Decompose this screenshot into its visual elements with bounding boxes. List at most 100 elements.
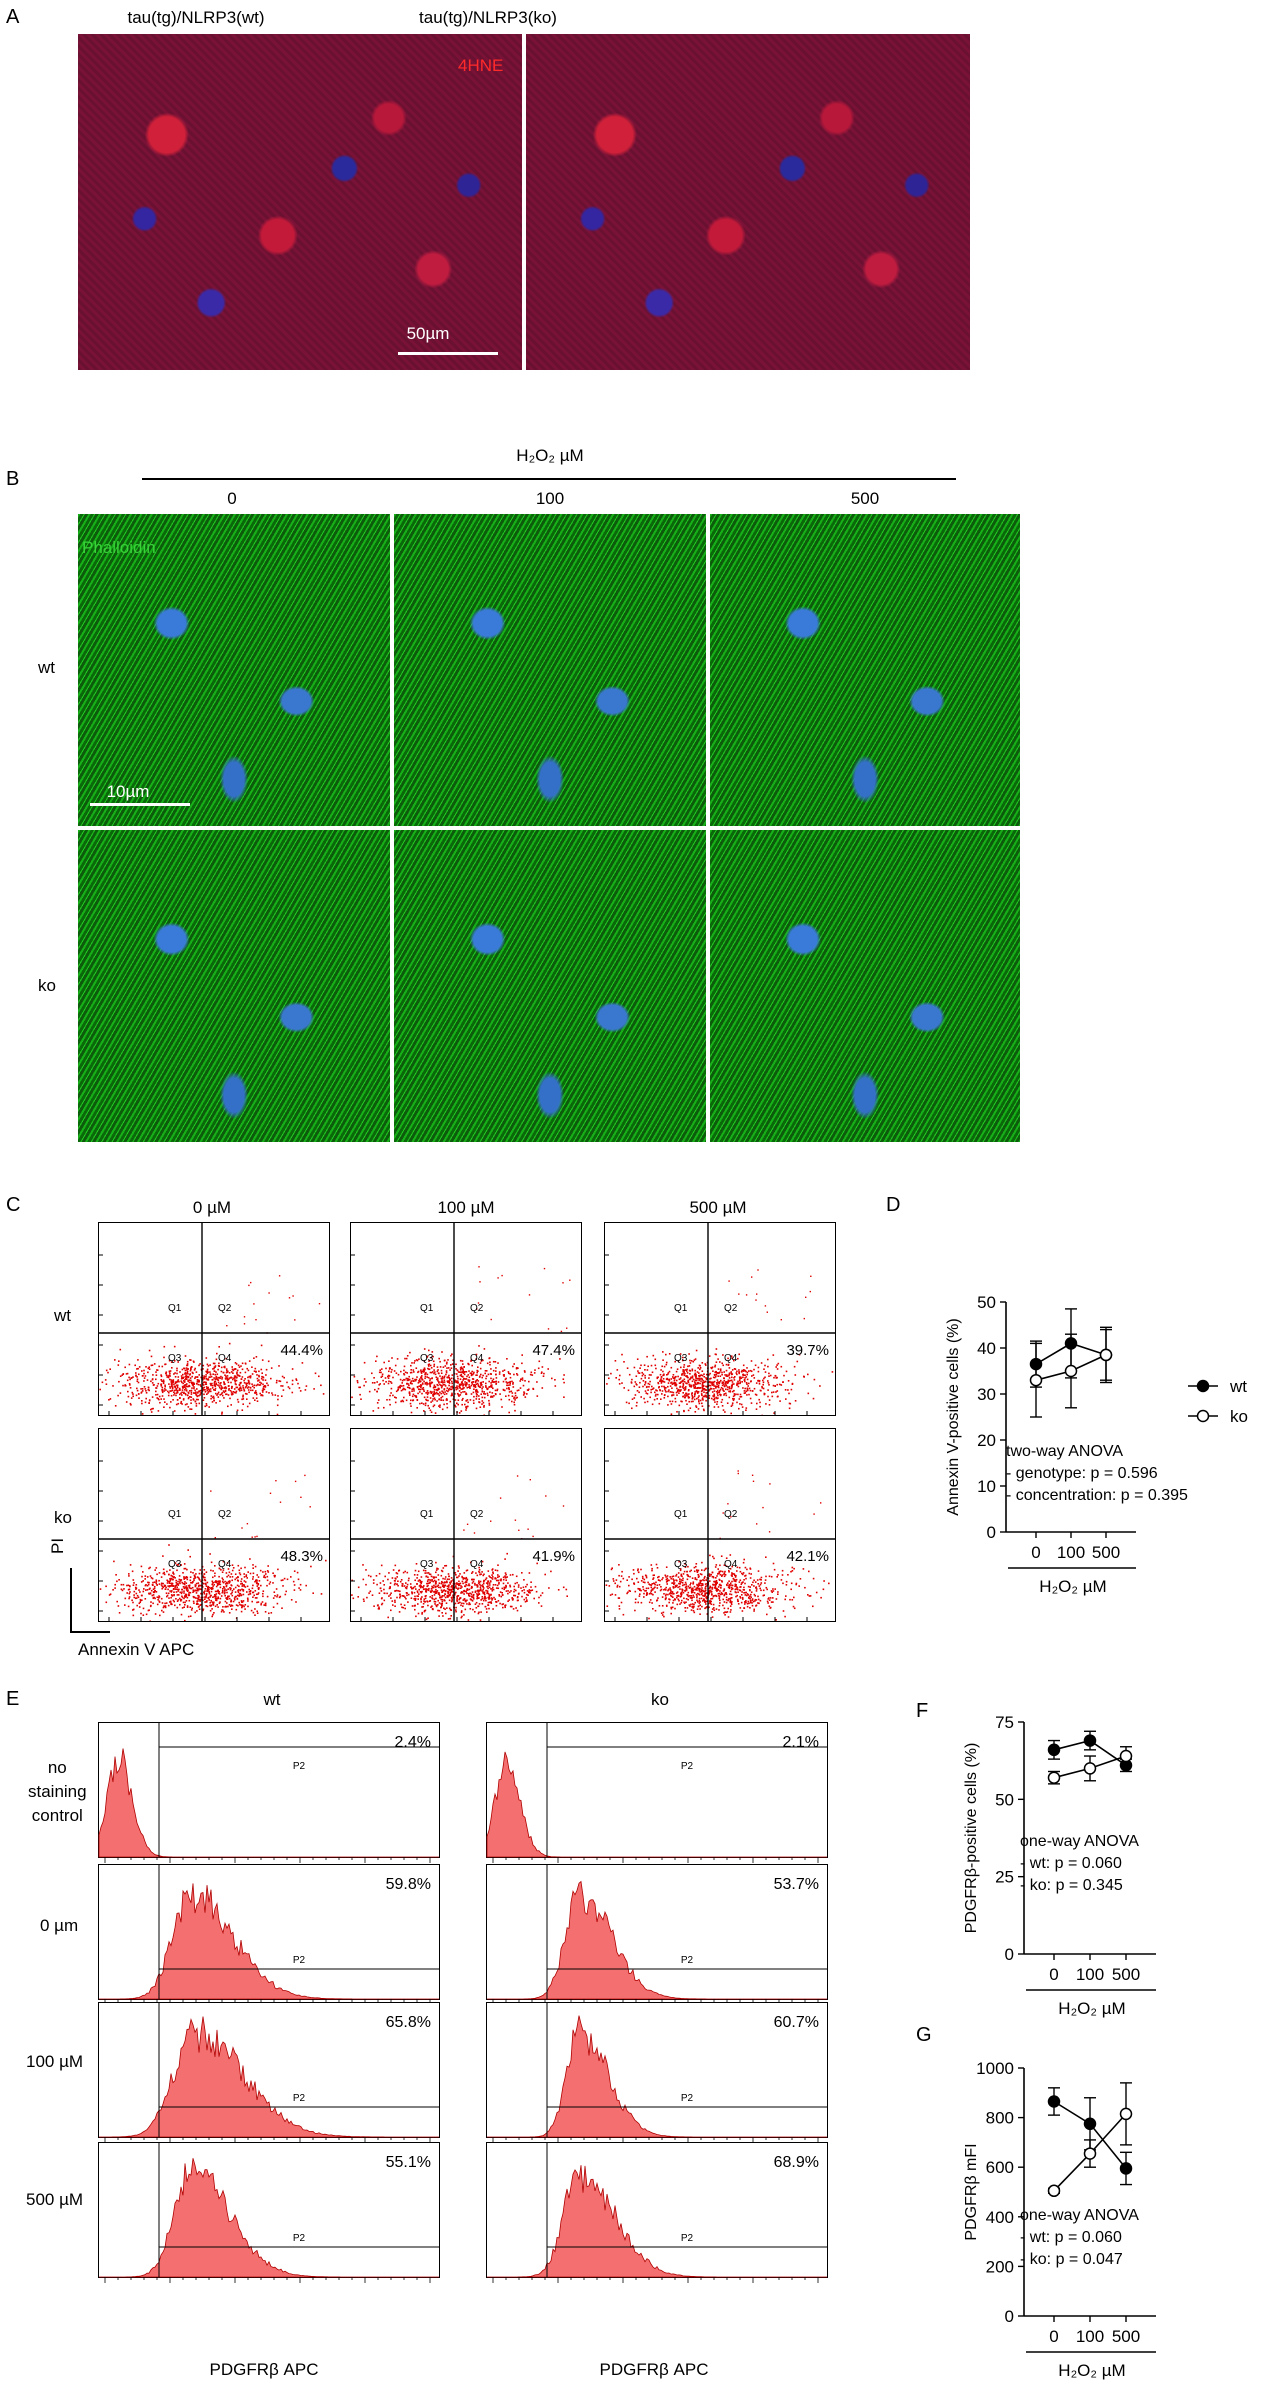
data-dot — [745, 1409, 747, 1411]
data-dot — [457, 1380, 459, 1382]
data-dot — [389, 1587, 391, 1589]
data-dot — [198, 1578, 200, 1580]
micrograph-phalloidin-ko-0 — [78, 830, 390, 1142]
data-dot — [183, 1587, 186, 1590]
data-dot — [199, 1598, 202, 1601]
data-dot — [256, 1612, 259, 1614]
data-dot — [381, 1368, 383, 1370]
data-dot — [217, 1606, 219, 1608]
data-dot — [362, 1578, 365, 1581]
data-dot — [260, 1368, 263, 1371]
data-dot — [410, 1399, 412, 1402]
data-dot — [478, 1571, 481, 1574]
data-dot — [515, 1397, 517, 1399]
data-dot — [174, 1585, 177, 1587]
data-dot — [743, 1392, 746, 1394]
data-dot — [151, 1577, 154, 1580]
data-dot — [180, 1392, 182, 1395]
data-dot — [466, 1523, 469, 1525]
data-dot — [198, 1364, 200, 1367]
data-dot — [761, 1385, 763, 1388]
data-dot — [252, 1611, 255, 1614]
data-dot — [204, 1601, 206, 1603]
data-dot — [505, 1395, 507, 1397]
data-dot — [194, 1576, 197, 1579]
data-dot — [294, 1319, 296, 1321]
data-dot — [184, 1567, 187, 1570]
data-dot — [474, 1584, 476, 1586]
data-dot — [179, 1591, 181, 1594]
data-dot — [701, 1402, 703, 1405]
data-dot — [429, 1385, 432, 1388]
data-dot — [180, 1400, 183, 1403]
data-dot — [420, 1384, 423, 1387]
data-dot — [468, 1603, 470, 1606]
data-dot — [225, 1583, 227, 1585]
data-dot — [291, 1391, 294, 1394]
data-dot — [142, 1571, 144, 1573]
data-dot — [167, 1580, 169, 1582]
data-dot — [433, 1598, 436, 1601]
data-dot — [628, 1402, 630, 1405]
data-dot — [214, 1537, 216, 1539]
data-dot — [683, 1374, 686, 1377]
data-dot — [256, 1374, 258, 1376]
data-dot — [363, 1600, 365, 1602]
data-dot — [457, 1381, 459, 1384]
data-dot — [142, 1580, 144, 1582]
data-dot — [227, 1370, 229, 1373]
data-dot — [760, 1362, 763, 1364]
data-dot — [205, 1585, 208, 1587]
data-dot — [462, 1383, 464, 1385]
data-dot — [204, 1582, 207, 1585]
data-dot — [492, 1588, 495, 1591]
data-dot — [742, 1374, 744, 1376]
data-dot — [417, 1612, 420, 1615]
data-dot — [440, 1384, 442, 1387]
data-dot — [517, 1389, 520, 1391]
data-dot — [183, 1578, 185, 1580]
data-dot — [226, 1591, 228, 1594]
data-dot — [394, 1396, 396, 1398]
data-dot — [142, 1607, 145, 1610]
data-dot — [521, 1362, 523, 1365]
data-dot — [699, 1365, 701, 1367]
data-dot — [138, 1397, 140, 1399]
data-dot — [174, 1386, 177, 1389]
data-dot — [266, 1584, 268, 1587]
data-dot — [186, 1576, 189, 1579]
data-dot — [170, 1381, 172, 1383]
data-dot — [418, 1380, 421, 1382]
quadrant-label-Q2: Q2 — [724, 1303, 738, 1314]
micrograph-phalloidin-wt-100 — [394, 514, 706, 826]
data-dot — [419, 1402, 421, 1405]
data-dot — [99, 1588, 102, 1590]
data-dot — [763, 1368, 765, 1370]
data-dot — [443, 1359, 446, 1362]
data-dot — [166, 1582, 169, 1584]
data-dot — [365, 1583, 367, 1586]
data-dot — [237, 1594, 239, 1597]
data-dot — [137, 1381, 140, 1384]
data-dot — [447, 1359, 449, 1361]
data-dot — [489, 1580, 492, 1582]
data-dot — [176, 1600, 179, 1602]
data-dot — [667, 1382, 670, 1384]
data-dot — [222, 1569, 225, 1571]
data-dot — [167, 1592, 170, 1595]
data-dot — [372, 1579, 375, 1581]
data-dot — [239, 1386, 242, 1388]
data-dot — [497, 1381, 500, 1383]
data-dot — [451, 1353, 453, 1355]
data-dot — [222, 1609, 224, 1612]
data-dot — [513, 1590, 515, 1593]
data-dot — [495, 1604, 498, 1607]
data-dot — [259, 1381, 261, 1384]
data-dot — [489, 1391, 491, 1393]
data-dot — [406, 1355, 409, 1357]
data-dot — [420, 1376, 422, 1378]
data-dot — [128, 1597, 130, 1600]
data-dot — [380, 1603, 383, 1606]
data-dot — [135, 1394, 138, 1397]
data-dot — [235, 1363, 238, 1365]
